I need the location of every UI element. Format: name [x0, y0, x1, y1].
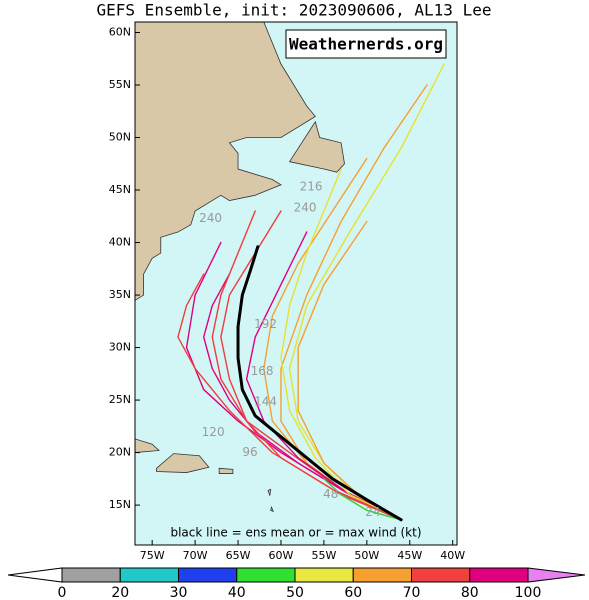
colorbar-box	[236, 567, 296, 583]
y-tick-label: 40N	[109, 236, 131, 249]
land-shape	[156, 453, 210, 473]
y-tick-label: 60N	[109, 26, 131, 39]
y-tick-label: 45N	[109, 183, 131, 196]
y-tick-label: 55N	[109, 78, 131, 91]
forecast-hour: 120	[202, 425, 225, 439]
land-shape	[288, 120, 345, 173]
colorbar-box	[469, 567, 529, 583]
colorbar-label: 60	[344, 585, 362, 600]
colorbar-over	[527, 567, 586, 583]
colorbar-box	[178, 567, 238, 583]
member-track	[245, 231, 402, 521]
colorbar-label: 40	[228, 585, 246, 600]
x-tick-label: 75W	[140, 549, 165, 562]
forecast-hour: 24	[365, 505, 380, 519]
member-track	[323, 478, 402, 521]
forecast-hour: 216	[300, 179, 323, 193]
forecast-hour: 168	[251, 364, 274, 378]
watermark: Weathernerds.org	[289, 35, 443, 54]
member-track	[220, 210, 402, 521]
forecast-hour: 96	[242, 445, 257, 459]
tracks	[177, 63, 445, 522]
member-track	[177, 273, 402, 521]
chart-title: GEFS Ensemble, init: 2023090606, AL13 Le…	[97, 1, 492, 20]
colorbar-box	[411, 567, 471, 583]
x-tick-label: 45W	[397, 549, 422, 562]
mean-track	[236, 245, 403, 522]
forecast-hour: 240	[199, 211, 222, 225]
member-track	[185, 241, 402, 521]
colorbar-box	[61, 567, 121, 583]
land-shape	[134, 21, 316, 302]
y-tick-label: 30N	[109, 341, 131, 354]
map-frame	[134, 21, 458, 546]
y-tick-label: 15N	[109, 498, 131, 511]
forecast-hour: 240	[294, 200, 317, 214]
land-shape	[270, 505, 274, 513]
colorbar-label: 20	[111, 585, 129, 600]
colorbar-box	[352, 567, 412, 583]
x-tick-label: 40W	[440, 549, 465, 562]
colorbar-label: 0	[58, 585, 67, 600]
colorbar-label: 50	[286, 585, 304, 600]
colorbar-label: 30	[170, 585, 188, 600]
x-tick-label: 55W	[311, 549, 336, 562]
x-tick-label: 50W	[354, 549, 379, 562]
member-track	[288, 63, 445, 521]
colorbar-box	[294, 567, 354, 583]
x-tick-label: 60W	[269, 549, 294, 562]
forecast-hour: 192	[254, 317, 277, 331]
watermark-box	[285, 29, 447, 59]
y-tick-label: 25N	[109, 393, 131, 406]
land-shape	[218, 467, 234, 474]
colorbar-label: 80	[461, 585, 479, 600]
colorbar-label: 70	[403, 585, 421, 600]
land	[134, 21, 345, 513]
x-tick-label: 65W	[226, 549, 251, 562]
forecast-hour: 48	[323, 487, 338, 501]
y-tick-label: 35N	[109, 288, 131, 301]
land-shape	[267, 488, 272, 496]
y-tick-label: 20N	[109, 446, 131, 459]
x-tick-label: 70W	[183, 549, 208, 562]
colorbar-under	[7, 567, 63, 583]
colorbar-label: 100	[515, 585, 542, 600]
forecast-hour: 144	[254, 395, 277, 409]
legend-text: black line = ens mean or = max wind (kt)	[170, 526, 421, 540]
colorbar-box	[119, 567, 179, 583]
y-tick-label: 50N	[109, 131, 131, 144]
